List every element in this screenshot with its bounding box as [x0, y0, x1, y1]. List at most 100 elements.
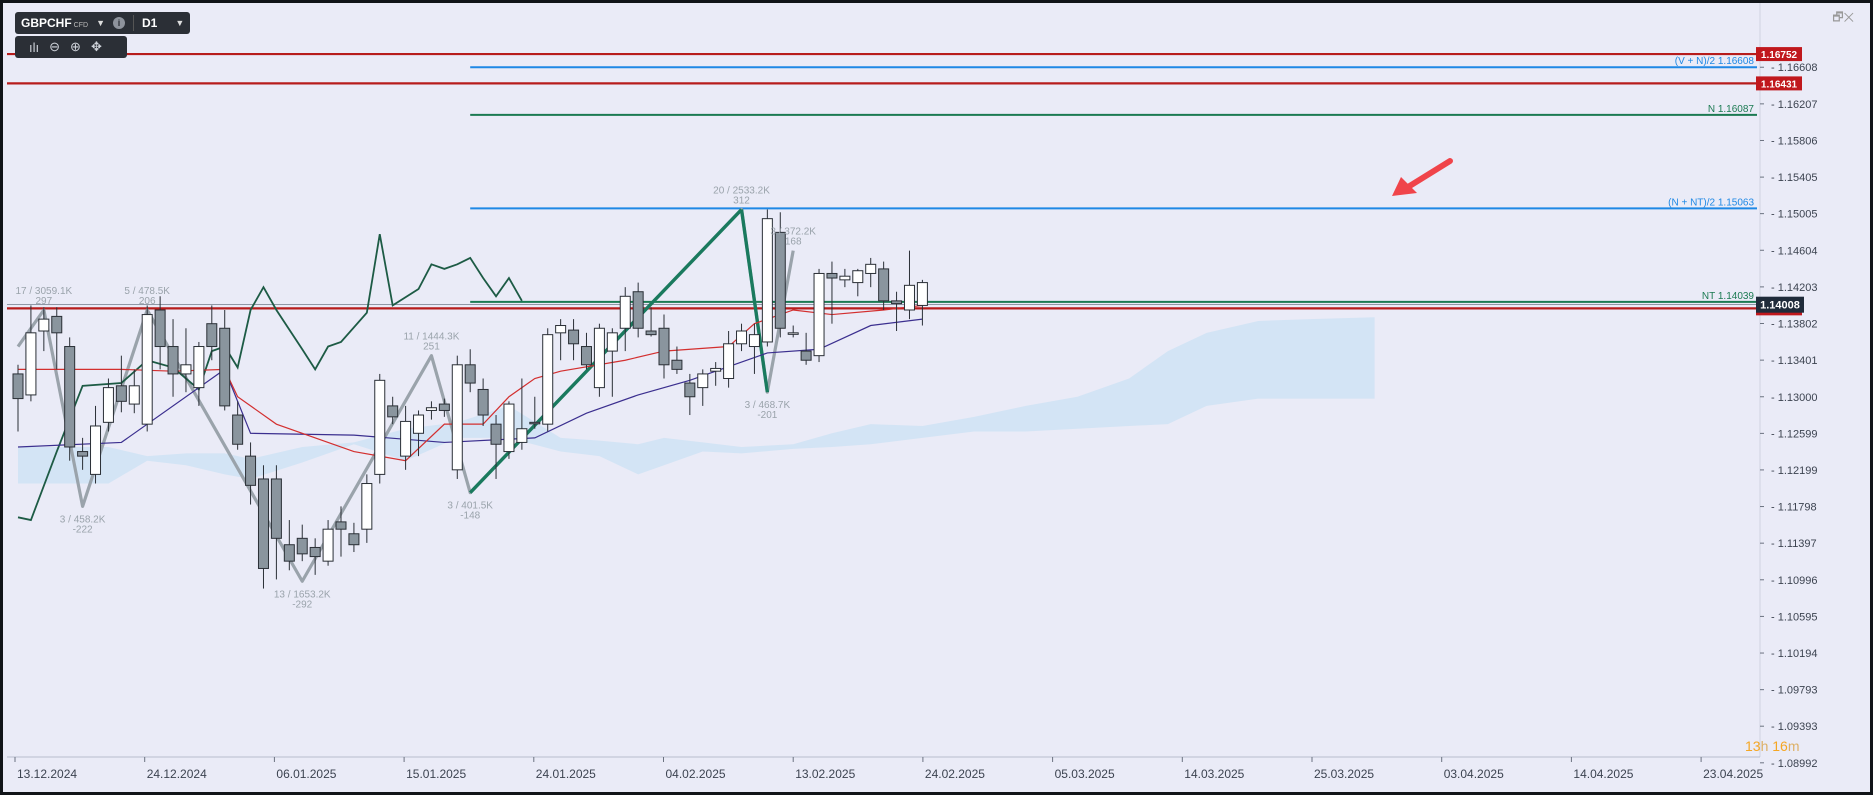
candle[interactable]: [852, 270, 864, 284]
candle[interactable]: [206, 323, 218, 348]
candle[interactable]: [568, 329, 580, 345]
candle[interactable]: [800, 350, 812, 361]
candle[interactable]: [865, 263, 877, 274]
candle[interactable]: [232, 414, 244, 445]
candle[interactable]: [774, 231, 786, 329]
wave-line: [468, 208, 743, 494]
chevron-down-icon[interactable]: ▼: [96, 18, 105, 28]
candle[interactable]: [671, 359, 683, 370]
candle[interactable]: [167, 346, 179, 375]
candle[interactable]: [115, 385, 127, 402]
candle[interactable]: [903, 284, 915, 311]
annotation-arrow-shaft[interactable]: [1405, 158, 1453, 190]
zoom-out-icon[interactable]: ⊖: [49, 39, 61, 54]
candle[interactable]: [154, 309, 166, 348]
candle[interactable]: [322, 528, 334, 562]
crosshair-icon[interactable]: ✥: [90, 39, 102, 54]
candle[interactable]: [916, 282, 928, 306]
candle[interactable]: [128, 385, 140, 405]
candle[interactable]: [761, 218, 773, 343]
candle[interactable]: [645, 330, 657, 336]
candle[interactable]: [102, 387, 114, 423]
candle[interactable]: [606, 332, 618, 352]
candle[interactable]: [77, 451, 89, 457]
candle[interactable]: [38, 318, 50, 332]
chart-canvas[interactable]: 1.16752 (V + N)/2 1.16608 1.16431 N 1.16087…: [3, 3, 1870, 792]
candle[interactable]: [658, 327, 670, 366]
candle[interactable]: [335, 521, 347, 530]
zigzag-label-pips: -201: [757, 410, 777, 421]
candle[interactable]: [219, 327, 231, 407]
candle[interactable]: [813, 272, 825, 357]
candle[interactable]: [451, 364, 463, 471]
candle[interactable]: [90, 425, 102, 475]
candle[interactable]: [490, 423, 502, 445]
candle[interactable]: [477, 388, 489, 416]
candle[interactable]: [891, 300, 903, 305]
ichimoku-cloud: [18, 317, 1375, 484]
candle[interactable]: [619, 295, 631, 329]
window-controls[interactable]: 🗗✕: [1832, 10, 1854, 24]
candle[interactable]: [580, 346, 592, 366]
candle[interactable]: [257, 478, 269, 569]
candle[interactable]: [245, 455, 257, 486]
candle[interactable]: [51, 315, 63, 334]
x-tick-label: 04.02.2025: [666, 767, 726, 781]
candle[interactable]: [374, 379, 386, 475]
candle[interactable]: [826, 272, 838, 279]
indicators-icon[interactable]: ılı: [29, 39, 40, 55]
candle[interactable]: [361, 483, 373, 530]
candle[interactable]: [438, 403, 450, 411]
zigzag-label-pips: 312: [733, 196, 750, 207]
candle[interactable]: [555, 325, 567, 334]
zigzag-label-volume: 11 / 1444.3K: [403, 332, 459, 343]
candle[interactable]: [632, 291, 644, 329]
candle[interactable]: [464, 364, 476, 384]
candle[interactable]: [878, 268, 890, 302]
y-tick-label: - 1.12599: [1771, 428, 1817, 440]
candle[interactable]: [283, 544, 295, 562]
candle[interactable]: [270, 478, 282, 539]
zigzag-label-pips: 251: [423, 342, 440, 353]
zigzag-label-pips: 206: [139, 296, 156, 307]
candle[interactable]: [180, 364, 192, 375]
candle[interactable]: [593, 327, 605, 389]
candle[interactable]: [12, 373, 24, 400]
candle[interactable]: [400, 420, 412, 457]
candle[interactable]: [723, 343, 735, 379]
candle[interactable]: [736, 330, 748, 345]
x-tick-label: 23.04.2025: [1703, 767, 1763, 781]
candle[interactable]: [839, 275, 851, 281]
zoom-in-icon[interactable]: ⊕: [70, 39, 81, 54]
candle[interactable]: [193, 346, 205, 389]
chevron-down-icon[interactable]: ▼: [175, 18, 185, 28]
x-tick-label: 24.02.2025: [925, 767, 985, 781]
candle[interactable]: [413, 414, 425, 434]
zigzag-label-volume: 3 / 468.7K: [745, 400, 791, 411]
y-tick-label: - 1.11798: [1771, 502, 1817, 514]
y-tick-label: - 1.11397: [1771, 538, 1817, 550]
zigzag-label-volume: 17 / 3059.1K: [15, 286, 72, 297]
timeframe-selector[interactable]: D1: [141, 16, 158, 30]
candle[interactable]: [787, 332, 799, 335]
candle[interactable]: [387, 405, 399, 418]
candle[interactable]: [748, 334, 760, 348]
candle[interactable]: [529, 421, 541, 425]
candle[interactable]: [697, 373, 709, 389]
candle[interactable]: [684, 382, 696, 398]
candle[interactable]: [503, 403, 515, 453]
candle[interactable]: [309, 546, 321, 558]
candle[interactable]: [542, 334, 554, 425]
candle[interactable]: [710, 367, 722, 372]
candle[interactable]: [516, 428, 528, 443]
info-icon[interactable]: i: [112, 17, 125, 29]
candle[interactable]: [425, 407, 437, 411]
symbol-name[interactable]: GBPCHF CFD: [21, 16, 89, 30]
y-tick-label: - 1.13000: [1771, 392, 1817, 404]
candle[interactable]: [25, 332, 37, 396]
candle[interactable]: [348, 533, 360, 546]
candle[interactable]: [141, 314, 153, 425]
candle[interactable]: [296, 537, 308, 555]
candle[interactable]: [64, 346, 76, 448]
y-tick-label: - 1.10194: [1771, 648, 1817, 660]
